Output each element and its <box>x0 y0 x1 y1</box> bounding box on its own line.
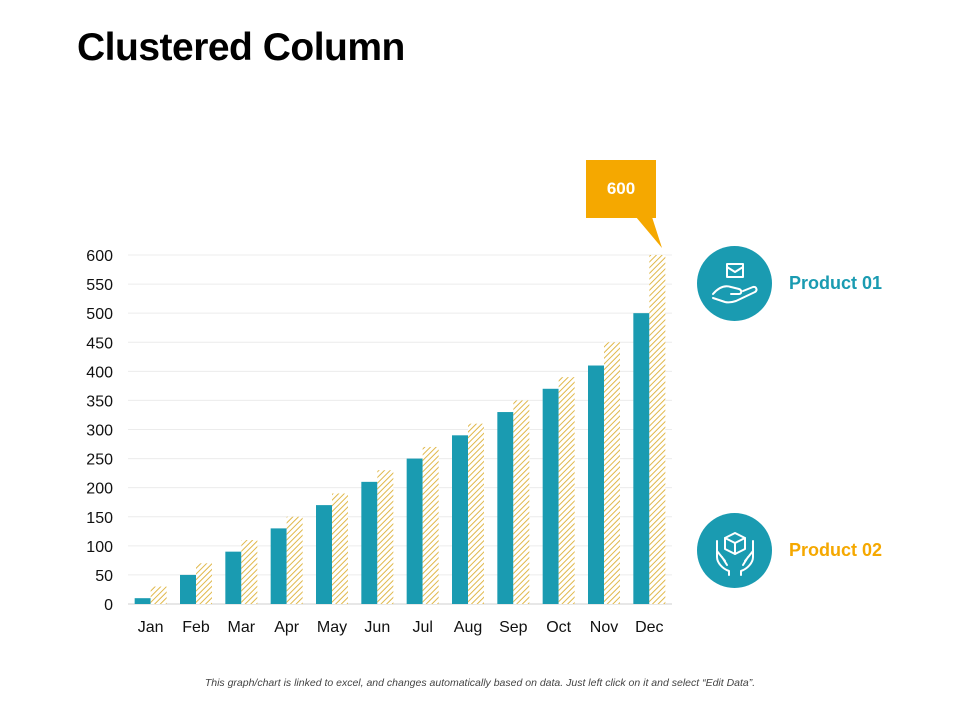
x-tick-label: Jun <box>364 619 390 636</box>
y-tick-label: 400 <box>86 364 113 381</box>
y-tick-label: 200 <box>86 481 113 498</box>
bar-product-02-feb <box>196 563 212 604</box>
x-tick-label: Mar <box>228 619 256 636</box>
x-tick-label: Apr <box>274 619 300 636</box>
x-tick-label: Sep <box>499 619 528 636</box>
bar-product-02-jul <box>422 446 439 604</box>
gridlines <box>128 254 672 605</box>
bar-product-02-oct <box>558 377 575 604</box>
bar-product-01-jul <box>406 458 423 604</box>
legend-label-product-02: Product 02 <box>789 540 883 560</box>
legend-item-product-02: Product 02 <box>697 513 882 588</box>
x-tick-label: Dec <box>635 619 663 636</box>
page-title: Clustered Column <box>77 26 405 69</box>
y-tick-label: 550 <box>86 277 113 294</box>
bar-product-02-may <box>332 493 348 604</box>
y-tick-label: 450 <box>86 335 113 352</box>
y-tick-label: 50 <box>95 568 113 585</box>
y-tick-label: 350 <box>86 393 113 410</box>
bars <box>134 255 666 604</box>
legend-item-product-01: Product 01 <box>697 246 882 321</box>
bar-product-01-nov <box>588 365 604 604</box>
bar-product-02-jun <box>377 470 394 604</box>
y-tick-label: 600 <box>86 248 113 265</box>
bar-product-01-apr <box>270 528 287 604</box>
bar-product-01-aug <box>452 435 468 604</box>
legend-marker-product-01 <box>697 246 772 321</box>
x-tick-label: Jul <box>412 619 432 636</box>
bar-product-02-apr <box>286 516 303 604</box>
bar-product-02-sep <box>513 400 530 604</box>
x-tick-label: May <box>317 619 347 636</box>
hands-with-box-icon <box>715 531 754 576</box>
x-tick-label: Jan <box>138 619 164 636</box>
bar-product-01-dec <box>633 313 650 604</box>
bar-product-02-jan <box>150 586 167 604</box>
x-tick-label: Aug <box>454 619 482 636</box>
x-tick-label: Oct <box>546 619 571 636</box>
callout-pointer <box>636 217 662 248</box>
x-axis-ticks: Jan Feb Mar Apr May Jun Jul Aug Sep Oct Nov Dec <box>138 619 664 636</box>
y-axis-ticks: 0 50 100 150 200 250 300 350 400 450 500 550 600 <box>86 248 113 614</box>
y-tick-label: 250 <box>86 452 113 469</box>
x-tick-label: Nov <box>590 619 618 636</box>
bar-product-01-oct <box>542 388 559 604</box>
footnote: This graph/chart is linked to excel, and… <box>204 677 756 689</box>
bar-product-01-jun <box>361 481 378 604</box>
legend-marker-product-02 <box>697 513 772 588</box>
bar-product-01-may <box>316 505 332 604</box>
hand-with-box-icon <box>711 262 757 303</box>
bar-product-02-aug <box>468 423 484 604</box>
bar-product-01-feb <box>180 574 196 604</box>
legend-label-product-01: Product 01 <box>789 273 883 293</box>
y-tick-label: 500 <box>86 306 113 323</box>
bar-product-01-sep <box>497 412 514 604</box>
callout-max-value: 600 <box>586 160 656 218</box>
y-tick-label: 100 <box>86 539 113 556</box>
bar-product-02-dec <box>649 255 666 604</box>
bar-product-01-jan <box>134 598 151 604</box>
bar-product-02-nov <box>604 342 620 604</box>
x-tick-label: Feb <box>182 619 210 636</box>
bar-product-01-mar <box>225 551 242 604</box>
y-tick-label: 300 <box>86 423 113 440</box>
y-tick-label: 0 <box>104 597 113 614</box>
y-tick-label: 150 <box>86 510 113 527</box>
bar-product-02-mar <box>241 540 258 604</box>
